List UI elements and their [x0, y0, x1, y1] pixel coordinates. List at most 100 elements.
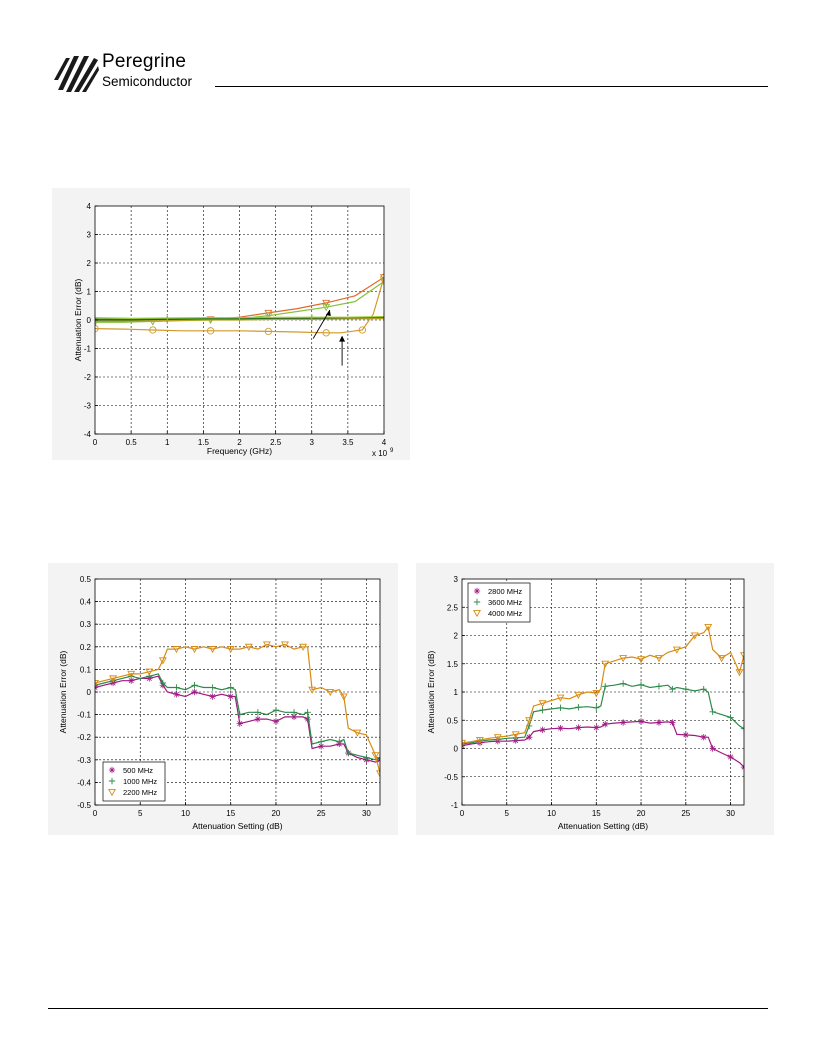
data-point — [95, 679, 99, 688]
data-point — [95, 319, 99, 327]
y-tick-label: 0.1 — [80, 665, 92, 674]
x-tick-label: 4 — [382, 438, 387, 447]
data-point — [208, 646, 217, 654]
x-tick-label: 25 — [317, 809, 326, 818]
data-point — [236, 711, 243, 718]
x-tick-label: 2.5 — [270, 438, 282, 447]
data-point — [227, 693, 234, 700]
data-point — [539, 706, 546, 714]
data-point — [376, 770, 380, 778]
data-point — [538, 700, 547, 708]
y-tick-label: 0 — [87, 316, 92, 325]
data-point — [339, 693, 348, 701]
data-point — [619, 719, 627, 726]
data-point — [173, 691, 180, 698]
legend-label: 4000 MHz — [488, 609, 522, 618]
data-point — [190, 646, 199, 654]
y-tick-label: 1 — [454, 688, 459, 697]
x-tick-label: 2 — [237, 438, 242, 447]
y-tick-label: -0.5 — [444, 773, 458, 782]
data-point — [290, 713, 298, 721]
data-point — [655, 683, 663, 690]
x-tick-label: 0 — [460, 809, 465, 818]
x-axis-label: Frequency (GHz) — [207, 446, 272, 456]
x-tick-label: 15 — [226, 809, 235, 818]
data-point — [264, 327, 273, 336]
y-tick-label: 2 — [87, 259, 92, 268]
x-tick-label: 1.5 — [198, 438, 210, 447]
y-tick-label: 0 — [454, 745, 459, 754]
data-point — [682, 731, 690, 739]
data-point — [557, 704, 564, 712]
chart-high-frequency-error: 0 5 10 15 20 25 30 -1 -0.5 0 0.5 1 1.5 2 2.5 3 Attenuati… — [416, 563, 774, 835]
data-point — [304, 709, 311, 716]
x-tick-label: 20 — [637, 809, 646, 818]
x-tick-label: 0 — [93, 809, 98, 818]
chart-frequency-error: 0 0.5 1 1.5 2 2.5 3 3.5 4 -4 -3 -2 -1 0 1 2 3 4 Frequency … — [52, 188, 410, 460]
x-axis-label: Attenuation Setting (dB) — [558, 821, 648, 831]
data-point — [619, 680, 627, 687]
data-point — [322, 329, 330, 337]
data-point — [602, 721, 609, 728]
y-tick-label: -0.5 — [77, 801, 91, 810]
data-point — [637, 656, 646, 664]
data-point — [272, 706, 280, 714]
y-tick-label: 2.5 — [447, 603, 459, 612]
chart-svg: 0 5 10 15 20 25 30 -1 -0.5 0 0.5 1 1.5 2 2.5 3 Attenuati… — [426, 575, 745, 831]
legend-label: 2800 MHz — [488, 587, 522, 596]
data-point — [655, 719, 663, 726]
footer-divider — [48, 1008, 768, 1009]
data-point — [336, 738, 343, 745]
data-point — [493, 734, 502, 742]
data-point — [575, 704, 582, 711]
data-point — [574, 691, 583, 699]
y-tick-label: 0.5 — [80, 575, 92, 584]
data-point — [525, 717, 534, 725]
data-point — [254, 709, 262, 716]
data-point — [637, 681, 645, 688]
chart-svg: 0 5 10 15 20 25 30 -0.5 -0.4 -0.3 -0.2 -0.1 0 0.1 0.2 0… — [58, 575, 381, 831]
legend-label: 2200 MHz — [123, 788, 157, 797]
data-point — [380, 315, 384, 322]
y-axis-label: Attenuation Error (dB) — [426, 650, 436, 733]
data-point — [145, 668, 154, 676]
x-tick-label: 20 — [271, 809, 280, 818]
y-tick-label: -1 — [451, 801, 459, 810]
y-tick-label: 2 — [454, 632, 459, 641]
data-point — [575, 724, 582, 731]
chart-svg: 0 0.5 1 1.5 2 2.5 3 3.5 4 -4 -3 -2 -1 0 1 2 3 4 Frequency … — [73, 202, 394, 458]
data-point — [682, 685, 690, 693]
x-tick-label: 1 — [165, 438, 170, 447]
y-tick-label: -0.3 — [77, 756, 91, 765]
data-point — [556, 694, 565, 702]
legend-label: 500 MHz — [123, 766, 153, 775]
data-point — [371, 752, 380, 760]
y-tick-label: -1 — [84, 345, 92, 354]
data-point — [511, 731, 520, 739]
series-group — [95, 273, 384, 337]
x-exponent-power: 9 — [390, 448, 394, 454]
company-subtitle: Semiconductor — [102, 74, 193, 89]
y-tick-label: -2 — [84, 373, 92, 382]
y-tick-label: 0.3 — [80, 620, 92, 629]
data-point — [462, 740, 466, 748]
data-point — [727, 714, 734, 721]
data-point — [209, 693, 216, 700]
y-tick-label: 3 — [87, 231, 92, 240]
data-point — [264, 312, 273, 320]
data-point — [380, 274, 384, 282]
data-point — [317, 743, 325, 750]
data-point — [299, 643, 308, 651]
data-point — [236, 316, 243, 324]
x-tick-label: 10 — [547, 809, 556, 818]
company-logo: Peregrine Semiconductor — [52, 50, 222, 95]
data-point — [322, 299, 331, 308]
annotation-arrowhead — [325, 310, 331, 317]
x-tick-label: 30 — [726, 809, 735, 818]
data-point — [376, 754, 380, 761]
data-point — [475, 737, 484, 745]
data-point — [317, 738, 325, 745]
x-exponent-label: x 10 — [372, 449, 388, 458]
data-point — [191, 688, 198, 696]
data-point — [525, 734, 533, 741]
